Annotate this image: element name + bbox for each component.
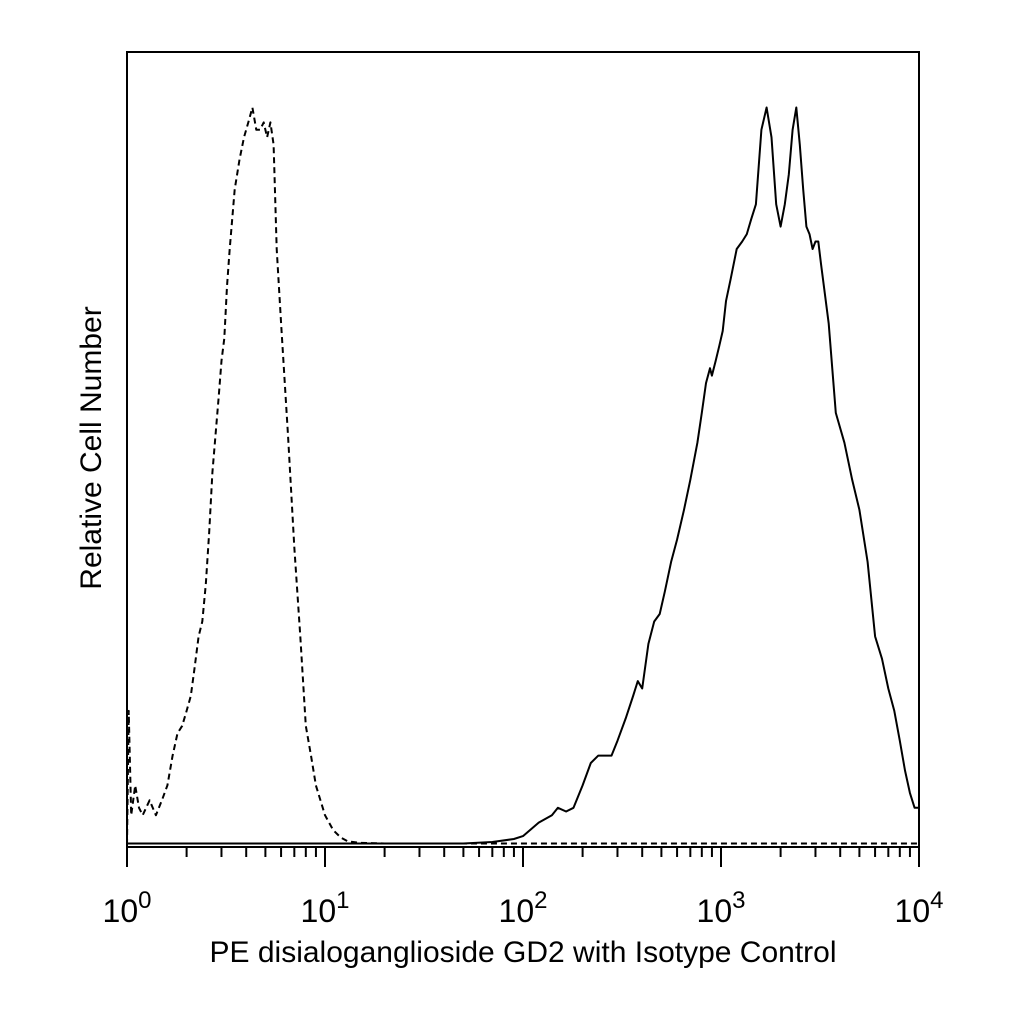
plot-frame (126, 51, 920, 848)
x-tick-label: 101 (301, 887, 350, 929)
x-tick-label: 102 (499, 887, 548, 929)
y-axis-label: Relative Cell Number (75, 306, 108, 589)
x-axis-tick-labels: 100 101 102 103 104 (103, 887, 944, 929)
x-tick-label: 104 (895, 887, 944, 929)
gd2-stained-curve (127, 106, 919, 845)
x-tick-label: 103 (697, 887, 746, 929)
x-axis-ticks (126, 847, 920, 867)
x-axis-label: PE disialoganglioside GD2 with Isotype C… (210, 936, 837, 969)
histogram-curves (126, 106, 919, 846)
x-tick-label: 100 (103, 887, 152, 929)
isotype-control-curve (126, 106, 919, 846)
